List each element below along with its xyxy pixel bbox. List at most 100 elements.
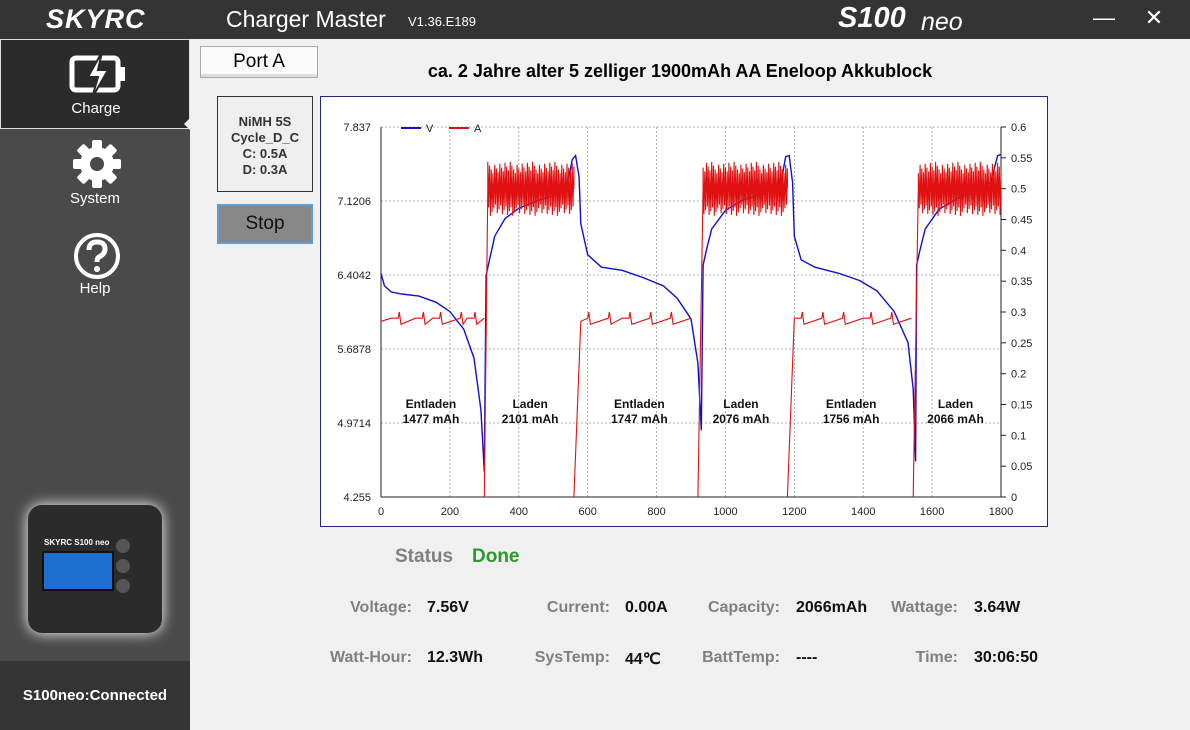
x-tick-label: 0 <box>378 506 384 518</box>
annotation-phase: Entladen <box>406 397 457 411</box>
voltage-value: 7.56V <box>427 599 469 616</box>
y-right-tick-label: 0.15 <box>1011 400 1032 412</box>
time-value: 30:06:50 <box>974 649 1039 666</box>
chart-title: ca. 2 Jahre alter 5 zelliger 1900mAh AA … <box>427 61 933 81</box>
x-tick-label: 1200 <box>782 506 806 518</box>
y-left-tick-label: 5.6878 <box>337 344 371 356</box>
program-info: NiMH 5S Cycle_D_C C: 0.5A D: 0.3A <box>217 96 313 192</box>
wattage-label: Wattage: <box>891 599 958 616</box>
program-mode: Cycle_D_C <box>231 130 299 145</box>
capacity-label: Capacity: <box>707 599 780 616</box>
selection-arrow <box>184 117 191 131</box>
x-tick-label: 400 <box>510 506 528 518</box>
watt-hour-value: 12.3Wh <box>427 649 484 666</box>
x-tick-label: 600 <box>578 506 596 518</box>
legend-label-a: A <box>474 123 482 135</box>
annotation-capacity: 1756 mAh <box>823 412 880 426</box>
x-tick-label: 1800 <box>989 506 1013 518</box>
sys-temp-label: SysTemp: <box>534 649 610 666</box>
status-value: Done <box>472 546 520 567</box>
sys-temp-value: 44℃ <box>625 651 661 668</box>
annotation-phase: Laden <box>938 397 973 411</box>
skyrc-logo: SKYRC <box>46 4 146 34</box>
sidebar-item-charge[interactable]: Charge <box>0 39 190 129</box>
annotation-phase: Laden <box>723 397 758 411</box>
device-screen <box>42 551 114 591</box>
device-image: SKYRC S100 neo <box>28 505 162 633</box>
wattage-value: 3.64W <box>974 599 1021 616</box>
connection-status: S100neo:Connected <box>0 661 190 730</box>
annotation-capacity: 2066 mAh <box>927 412 984 426</box>
series-line-a <box>380 311 485 326</box>
current-label: Current: <box>546 599 610 616</box>
app-title: Charger Master <box>226 6 386 32</box>
device-button <box>116 539 130 553</box>
device-brand: SKYRC S100 neo <box>44 538 110 547</box>
y-right-tick-label: 0.5 <box>1011 184 1026 196</box>
title-bar: SKYRC Charger Master V1.36.E189 S100 neo… <box>0 0 1190 39</box>
sidebar-item-label: Charge <box>71 100 121 117</box>
x-tick-label: 1000 <box>713 506 737 518</box>
y-right-tick-label: 0.6 <box>1011 122 1026 134</box>
annotation-capacity: 1747 mAh <box>611 412 668 426</box>
legend-label-v: V <box>426 123 434 135</box>
status-label: Status <box>395 546 454 567</box>
charge-current: C: 0.5A <box>242 146 288 161</box>
y-right-tick-label: 0.25 <box>1011 338 1032 350</box>
gear-icon <box>73 140 121 188</box>
voltage-label: Voltage: <box>350 599 412 616</box>
minimize-button[interactable]: — <box>1093 5 1115 30</box>
stop-button[interactable]: Stop <box>217 204 313 244</box>
chart-panel: 0 200 400 600 800 1000 1200 1400 1600 1800 4.255 4.… <box>320 96 1048 527</box>
sidebar-item-label: System <box>69 190 120 207</box>
series-line-a <box>697 161 788 498</box>
battery-charge-icon <box>69 51 125 99</box>
app-version: V1.36.E189 <box>408 14 476 29</box>
y-left-tick-label: 4.255 <box>343 492 371 504</box>
series-line-a <box>573 311 692 498</box>
y-left-tick-label: 7.837 <box>343 122 371 134</box>
model-name: S100 <box>838 2 906 34</box>
y-right-tick-label: 0.45 <box>1011 215 1032 227</box>
sidebar-item-system[interactable]: System <box>0 137 190 225</box>
x-tick-label: 800 <box>647 506 665 518</box>
device-button <box>116 579 130 593</box>
discharge-current: D: 0.3A <box>242 162 288 177</box>
x-tick-label: 1400 <box>851 506 875 518</box>
batt-temp-label: BattTemp: <box>702 649 780 666</box>
capacity-value: 2066mAh <box>796 599 868 616</box>
annotation-phase: Laden <box>512 397 547 411</box>
model-suffix: neo <box>921 8 963 36</box>
x-tick-label: 1600 <box>920 506 944 518</box>
y-right-tick-label: 0.35 <box>1011 276 1032 288</box>
y-right-tick-label: 0.4 <box>1011 245 1026 257</box>
series-line-v <box>380 153 1002 472</box>
y-right-tick-label: 0.2 <box>1011 369 1026 381</box>
main-panel: Port A ca. 2 Jahre alter 5 zelliger 1900… <box>190 39 1190 730</box>
sidebar-item-label: Help <box>79 280 111 297</box>
sidebar-item-help[interactable]: Help <box>0 227 190 315</box>
tab-port-a[interactable]: Port A <box>200 46 318 78</box>
close-button[interactable]: ✕ <box>1144 5 1164 30</box>
y-right-tick-label: 0 <box>1011 492 1017 504</box>
annotation-capacity: 2076 mAh <box>713 412 770 426</box>
x-tick-label: 200 <box>441 506 459 518</box>
y-right-tick-label: 0.55 <box>1011 153 1032 165</box>
series-line-a <box>912 161 1002 498</box>
device-button <box>116 559 130 573</box>
time-label: Time: <box>915 649 958 666</box>
current-value: 0.00A <box>625 599 668 616</box>
help-icon <box>74 233 120 279</box>
annotation-capacity: 1477 mAh <box>403 412 460 426</box>
chart-svg: 0 200 400 600 800 1000 1200 1400 1600 1800 4.255 4.… <box>337 122 1032 518</box>
y-left-tick-label: 7.1206 <box>337 196 371 208</box>
sidebar: Charge System Help SKYRC S100 neo <box>0 39 191 730</box>
batt-temp-value: ---- <box>796 649 818 666</box>
watt-hour-label: Watt-Hour: <box>329 649 412 666</box>
annotation-phase: Entladen <box>826 397 877 411</box>
y-left-tick-label: 4.9714 <box>337 418 371 430</box>
y-right-tick-label: 0.05 <box>1011 461 1032 473</box>
annotation-capacity: 2101 mAh <box>502 412 559 426</box>
y-right-tick-label: 0.3 <box>1011 307 1026 319</box>
y-right-tick-label: 0.1 <box>1011 430 1026 442</box>
